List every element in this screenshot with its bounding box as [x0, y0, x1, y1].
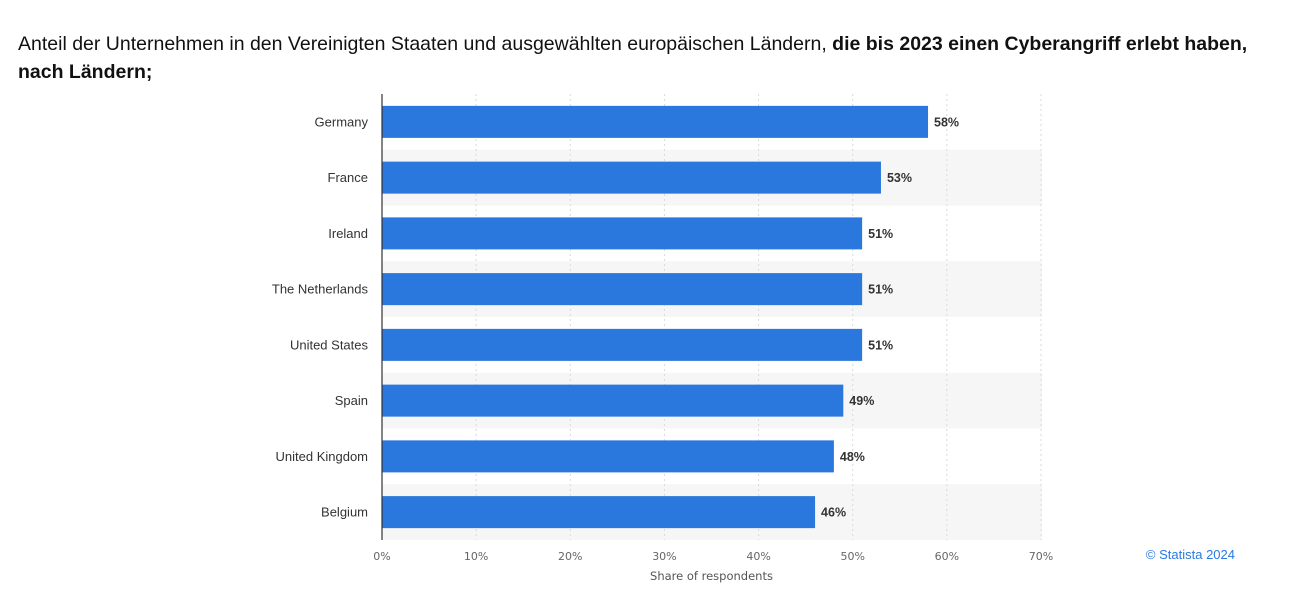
x-tick-label: 50% — [840, 550, 864, 563]
value-label: 46% — [821, 506, 846, 520]
bar — [382, 161, 881, 194]
x-tick-label: 60% — [935, 550, 959, 563]
value-label: 51% — [868, 283, 893, 297]
bar — [382, 440, 834, 473]
value-label: 48% — [840, 450, 865, 464]
x-tick-label: 40% — [746, 550, 770, 563]
bar — [382, 384, 844, 417]
bar — [382, 217, 863, 250]
statista-credit-link[interactable]: © Statista 2024 — [1145, 547, 1235, 562]
category-label: France — [328, 170, 368, 185]
value-label: 53% — [887, 171, 912, 185]
category-label: The Netherlands — [272, 282, 369, 297]
x-tick-label: 10% — [464, 550, 488, 563]
chart-title-bold: die bis 2023 einen Cyberangriff erlebt h… — [18, 33, 1248, 83]
category-label: Germany — [315, 114, 369, 129]
bar — [382, 105, 929, 138]
value-label: 51% — [868, 338, 893, 352]
x-axis-title: Share of respondents — [650, 569, 773, 583]
bar — [382, 496, 816, 529]
bar — [382, 273, 863, 306]
chart-title-regular: Anteil der Unternehmen in den Vereinigte… — [18, 33, 827, 55]
category-label: United Kingdom — [276, 449, 369, 464]
value-label: 51% — [868, 227, 893, 241]
x-tick-label: 20% — [558, 550, 582, 563]
bar — [382, 328, 863, 361]
chart-title: Anteil der Unternehmen in den Vereinigte… — [18, 30, 1278, 86]
category-label: United States — [290, 337, 369, 352]
category-label: Ireland — [328, 226, 368, 241]
x-tick-label: 0% — [373, 550, 390, 563]
x-tick-label: 70% — [1029, 550, 1053, 563]
x-tick-label: 30% — [652, 550, 676, 563]
category-label: Belgium — [321, 505, 368, 520]
value-label: 58% — [934, 115, 959, 129]
value-label: 49% — [849, 394, 874, 408]
category-label: Spain — [335, 393, 368, 408]
